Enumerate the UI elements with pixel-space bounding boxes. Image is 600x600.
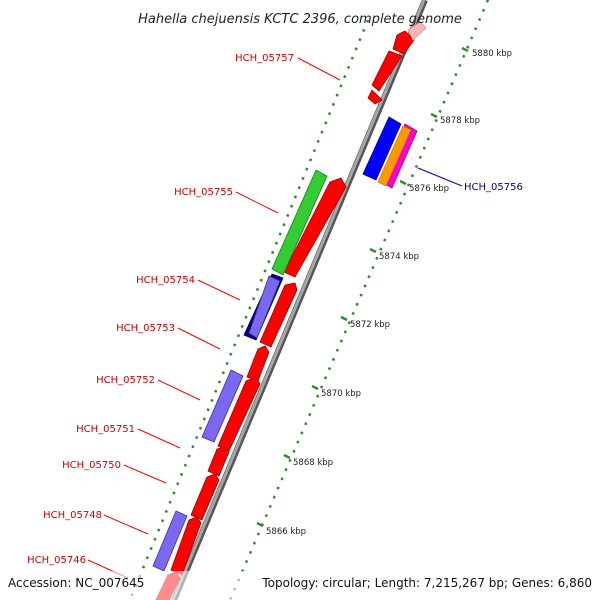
leader-line xyxy=(197,279,241,301)
scale-tick xyxy=(399,179,407,186)
scale-tick xyxy=(461,46,469,53)
scale-label: 5870 kbp xyxy=(321,389,361,399)
scale-ticks xyxy=(256,46,469,528)
gene-label-hch-05748[interactable]: HCH_05748 xyxy=(43,510,102,521)
gene-feature[interactable] xyxy=(371,50,403,92)
scale-label: 5866 kbp xyxy=(266,527,306,537)
gene-feature[interactable] xyxy=(217,376,261,452)
scale-label: 5872 kbp xyxy=(350,320,390,330)
gene-label-hch-05755[interactable]: HCH_05755 xyxy=(174,187,233,198)
gc-track-inner xyxy=(128,19,370,600)
scale-tick xyxy=(256,521,264,528)
leader-line xyxy=(137,428,181,449)
gene-label-hch-05757[interactable]: HCH_05757 xyxy=(235,53,294,64)
gene-label-hch-05754[interactable]: HCH_05754 xyxy=(136,275,195,286)
gene-feature[interactable] xyxy=(201,369,244,443)
gene-feature[interactable] xyxy=(283,177,347,278)
gene-feature[interactable] xyxy=(248,275,281,339)
footer-backdrop xyxy=(0,571,600,600)
scale-label: 5876 kbp xyxy=(409,184,449,194)
gene-label-hch-05751[interactable]: HCH_05751 xyxy=(76,424,135,435)
gene-feature[interactable] xyxy=(207,446,230,477)
scale-tick xyxy=(283,453,291,460)
genome-summary-text: Topology: circular; Length: 7,215,267 bp… xyxy=(261,576,592,590)
gene-label-hch-05756[interactable]: HCH_05756 xyxy=(464,182,523,193)
leader-line xyxy=(297,57,341,81)
accession-text: Accession: NC_007645 xyxy=(8,576,144,590)
gene-feature[interactable] xyxy=(362,116,402,181)
gene-feature[interactable] xyxy=(246,345,270,382)
scale-tick xyxy=(369,247,377,254)
map-title: Hahella chejuensis KCTC 2396, complete g… xyxy=(138,12,462,27)
gene-feature[interactable] xyxy=(170,516,202,576)
gene-feature[interactable] xyxy=(377,125,412,187)
gene-label-hch-05752[interactable]: HCH_05752 xyxy=(96,375,155,386)
genome-backbone xyxy=(171,0,426,600)
scale-label: 5868 kbp xyxy=(293,458,333,468)
leader-line xyxy=(235,191,279,214)
gene-feature xyxy=(407,21,427,41)
scale-label: 5880 kbp xyxy=(472,49,512,59)
gene-label-hch-05750[interactable]: HCH_05750 xyxy=(62,460,121,471)
leader-line xyxy=(177,327,221,350)
leader-line xyxy=(157,379,201,401)
gene-feature[interactable] xyxy=(392,30,415,55)
scale-label: 5878 kbp xyxy=(440,116,480,126)
gene-feature[interactable] xyxy=(190,473,220,521)
scale-tick xyxy=(340,315,348,322)
gene-feature[interactable] xyxy=(259,282,298,348)
gene-label-hch-05753[interactable]: HCH_05753 xyxy=(116,323,175,334)
gene-feature[interactable] xyxy=(367,89,383,105)
leader-line xyxy=(417,167,463,187)
gene-label-hch-05746[interactable]: HCH_05746 xyxy=(27,555,86,566)
scale-labels: 5880 kbp 5878 kbp 5876 kbp 5874 kbp 5872… xyxy=(266,49,512,537)
gene-feature[interactable] xyxy=(271,169,328,276)
gene-labels: HCH_05757 HCH_05755 HCH_05754 HCH_05753 … xyxy=(27,53,523,566)
leader-line xyxy=(103,514,149,535)
scale-label: 5874 kbp xyxy=(379,252,419,262)
scale-tick xyxy=(311,384,319,391)
scale-tick xyxy=(430,112,438,119)
leader-line xyxy=(123,464,167,484)
